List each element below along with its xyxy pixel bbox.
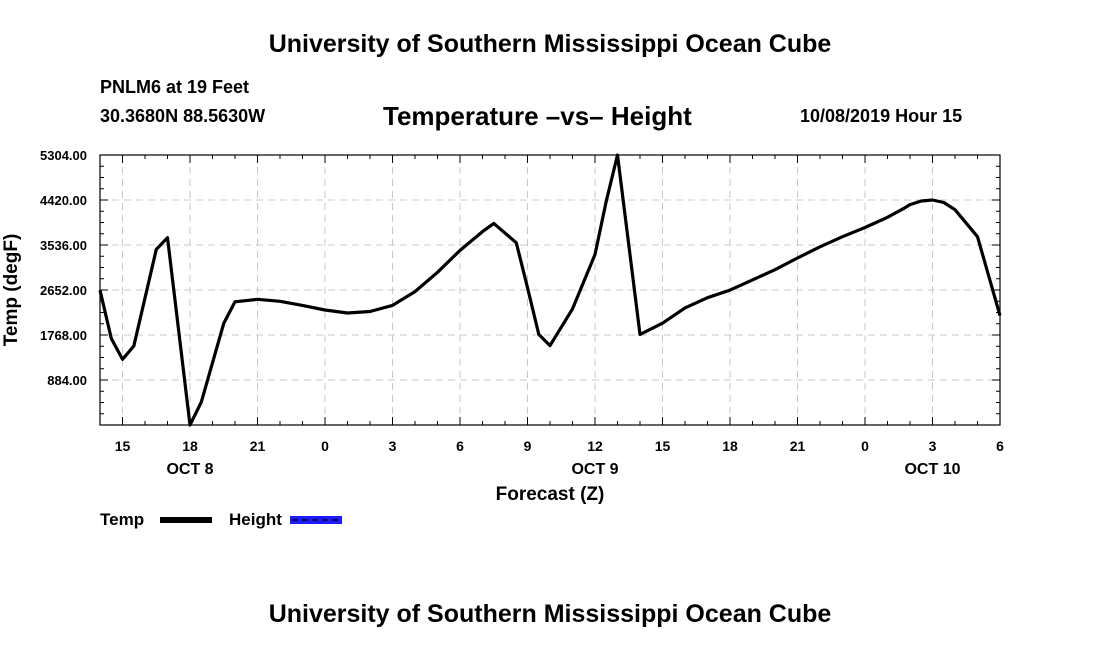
station-label: PNLM6 at 19 Feet [100, 77, 250, 97]
y-tick-label: 5304.00 [40, 148, 87, 163]
y-axis-label: Temp (degF) [1, 234, 22, 347]
y-tick-label: 4420.00 [40, 193, 87, 208]
y-tick-label: 2652.00 [40, 283, 87, 298]
chart-grid [100, 155, 1000, 425]
x-tick-label: 12 [587, 438, 603, 454]
x-tick-label: 0 [321, 438, 329, 454]
x-tick-label: 21 [790, 438, 806, 454]
x-tick-label: 18 [182, 438, 198, 454]
x-day-label: OCT 10 [904, 461, 960, 478]
series-temp-line [98, 153, 1002, 427]
chart-series [98, 153, 1002, 427]
axis-labels: 884.00 1768.00 2652.00 3536.00 4420.00 5304.0… [40, 148, 1004, 478]
x-day-label: OCT 9 [571, 461, 618, 478]
chart-title: Temperature –vs– Height [383, 101, 692, 131]
x-tick-label: 0 [861, 438, 869, 454]
x-tick-label: 15 [115, 438, 131, 454]
x-tick-label: 9 [524, 438, 532, 454]
x-tick-label: 21 [250, 438, 266, 454]
x-tick-label: 6 [996, 438, 1004, 454]
y-tick-label: 3536.00 [40, 238, 87, 253]
legend-label-temp: Temp [100, 510, 144, 529]
coordinates-label: 30.3680N 88.5630W [100, 106, 266, 126]
axis-ticks [99, 154, 1001, 426]
page-title-top: University of Southern Mississippi Ocean… [268, 30, 832, 58]
y-tick-label: 1768.00 [40, 328, 87, 343]
x-tick-label: 3 [389, 438, 397, 454]
x-tick-label: 3 [929, 438, 937, 454]
y-tick-label: 884.00 [47, 373, 87, 388]
x-axis-label: Forecast (Z) [496, 484, 605, 505]
x-tick-label: 15 [655, 438, 671, 454]
page-title-bottom: University of Southern Mississippi Ocean… [268, 600, 832, 628]
x-day-label: OCT 8 [166, 461, 213, 478]
x-tick-label: 18 [722, 438, 738, 454]
chart-legend: Temp Height [100, 510, 342, 529]
legend-label-height: Height [229, 510, 282, 529]
x-tick-label: 6 [456, 438, 464, 454]
forecast-date-label: 10/08/2019 Hour 15 [800, 106, 963, 126]
